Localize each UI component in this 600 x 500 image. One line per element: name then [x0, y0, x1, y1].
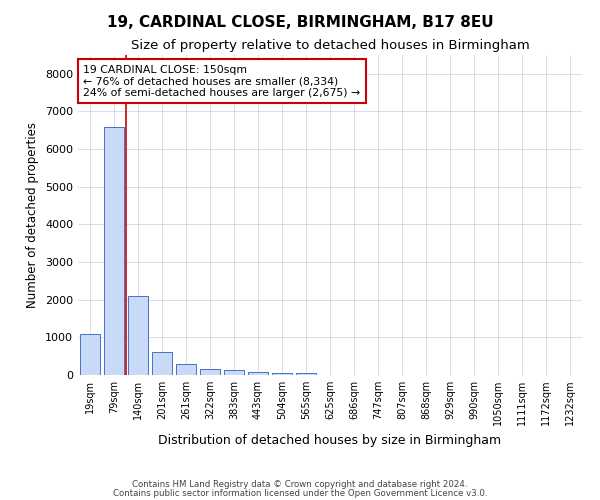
Text: Contains HM Land Registry data © Crown copyright and database right 2024.: Contains HM Land Registry data © Crown c…: [132, 480, 468, 489]
Bar: [80, 334, 100, 375]
Text: Contains public sector information licensed under the Open Government Licence v3: Contains public sector information licen…: [113, 490, 487, 498]
Bar: [176, 364, 196, 375]
Bar: [224, 370, 244, 375]
Bar: [152, 352, 172, 375]
Bar: [200, 370, 220, 375]
X-axis label: Distribution of detached houses by size in Birmingham: Distribution of detached houses by size …: [158, 434, 502, 446]
Bar: [104, 126, 124, 375]
Text: 19 CARDINAL CLOSE: 150sqm
← 76% of detached houses are smaller (8,334)
24% of se: 19 CARDINAL CLOSE: 150sqm ← 76% of detac…: [83, 64, 360, 98]
Bar: [272, 372, 292, 375]
Bar: [248, 372, 268, 375]
Text: 19, CARDINAL CLOSE, BIRMINGHAM, B17 8EU: 19, CARDINAL CLOSE, BIRMINGHAM, B17 8EU: [107, 15, 493, 30]
Y-axis label: Number of detached properties: Number of detached properties: [26, 122, 40, 308]
Bar: [128, 296, 148, 375]
Bar: [296, 373, 316, 375]
Title: Size of property relative to detached houses in Birmingham: Size of property relative to detached ho…: [131, 40, 529, 52]
